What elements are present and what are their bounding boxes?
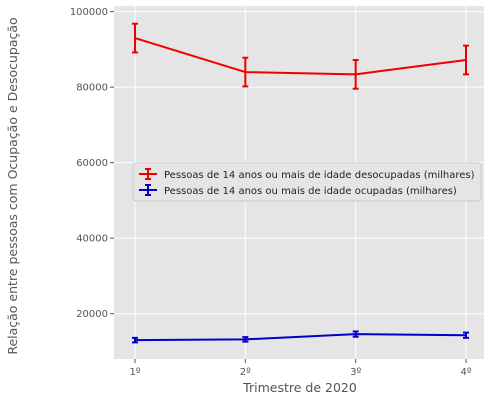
y-tick-label: 80000 <box>76 83 108 94</box>
x-tick-label: 4º <box>460 367 471 378</box>
x-tick-label: 2º <box>240 367 251 378</box>
series-line <box>134 37 467 76</box>
x-axis-label: Trimestre de 2020 <box>242 380 357 395</box>
x-tick-label: 3º <box>350 367 361 378</box>
series-1 <box>132 330 469 344</box>
legend-box <box>132 162 482 202</box>
legend-label-ocupadas: Pessoas de 14 anos ou mais de idade ocup… <box>164 186 457 197</box>
legend: Pessoas de 14 anos ou mais de idade deso… <box>132 162 482 202</box>
legend-item-desocupadas: Pessoas de 14 anos ou mais de idade deso… <box>139 168 475 181</box>
series-layer <box>132 22 469 344</box>
y-tick-label: 40000 <box>76 234 108 245</box>
series-0 <box>132 22 469 90</box>
series-line <box>134 333 467 342</box>
y-tick-label: 100000 <box>70 7 108 18</box>
x-tick-label: 1º <box>129 367 140 378</box>
legend-label-desocupadas: Pessoas de 14 anos ou mais de idade deso… <box>164 170 475 181</box>
legend-item-ocupadas: Pessoas de 14 anos ou mais de idade ocup… <box>139 184 457 197</box>
y-axis-label: Relação entre pessoas com Ocupação e Des… <box>5 17 20 354</box>
y-tick-label: 60000 <box>76 158 108 169</box>
y-tick-label: 20000 <box>76 309 108 320</box>
axis-ticks: 1º 2º 3º 4º 20000 40000 60000 80000 100000 <box>70 7 472 378</box>
